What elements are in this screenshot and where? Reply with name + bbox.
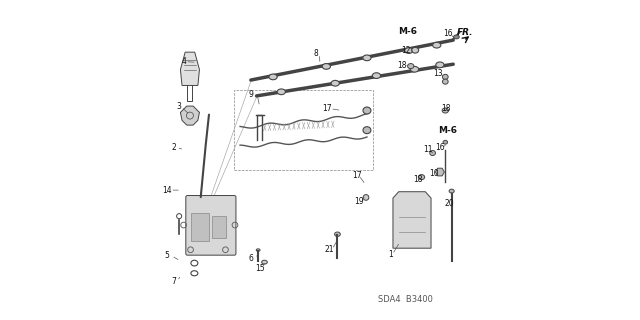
Ellipse shape [404,48,413,53]
Text: M-6: M-6 [438,126,457,135]
Text: 16: 16 [435,143,445,152]
Text: 20: 20 [445,199,454,208]
Ellipse shape [442,79,448,84]
Text: M-6: M-6 [397,27,417,36]
Text: 19: 19 [354,197,364,206]
Text: 18: 18 [442,104,451,113]
Ellipse shape [331,80,339,86]
Polygon shape [180,52,200,85]
Polygon shape [180,106,200,125]
Ellipse shape [433,42,441,48]
Text: 10: 10 [429,169,438,178]
Text: 15: 15 [255,264,265,273]
Ellipse shape [363,127,371,134]
Polygon shape [393,192,431,248]
Ellipse shape [277,89,285,95]
Text: 13: 13 [433,69,443,78]
Text: 4: 4 [182,57,187,66]
Text: SDA4  B3400: SDA4 B3400 [378,295,433,304]
Ellipse shape [429,150,435,156]
Ellipse shape [412,47,419,53]
Bar [212,216,226,238]
Bar [191,213,209,241]
Text: 17: 17 [353,171,362,180]
Polygon shape [435,168,444,176]
Ellipse shape [436,62,444,68]
Text: 8: 8 [314,49,319,58]
FancyBboxPatch shape [186,196,236,255]
Ellipse shape [419,175,425,180]
Text: FR.: FR. [456,28,473,37]
Ellipse shape [372,73,381,78]
Text: 3: 3 [177,102,181,111]
Text: 12: 12 [401,46,411,55]
Text: 1: 1 [388,250,393,259]
Ellipse shape [410,67,419,72]
Text: 2: 2 [171,143,176,152]
Ellipse shape [442,108,449,113]
Text: 21: 21 [324,245,333,254]
Ellipse shape [256,249,260,252]
Text: 14: 14 [163,186,172,195]
Ellipse shape [269,74,277,80]
Text: 7: 7 [171,277,176,286]
Ellipse shape [262,260,268,264]
Text: 16: 16 [444,29,453,38]
Ellipse shape [322,64,330,69]
Text: 9: 9 [248,91,253,100]
Ellipse shape [363,107,371,114]
Ellipse shape [363,55,371,61]
Text: 6: 6 [248,254,253,263]
Text: 17: 17 [322,104,332,113]
Text: 5: 5 [164,251,170,260]
Ellipse shape [449,189,454,193]
Ellipse shape [442,74,448,79]
Ellipse shape [363,195,369,200]
Ellipse shape [443,140,447,144]
Text: 11: 11 [423,145,433,154]
Ellipse shape [454,35,460,39]
Ellipse shape [335,232,340,236]
Text: 18: 18 [397,61,406,70]
Text: 18: 18 [413,175,423,184]
Ellipse shape [408,64,414,69]
